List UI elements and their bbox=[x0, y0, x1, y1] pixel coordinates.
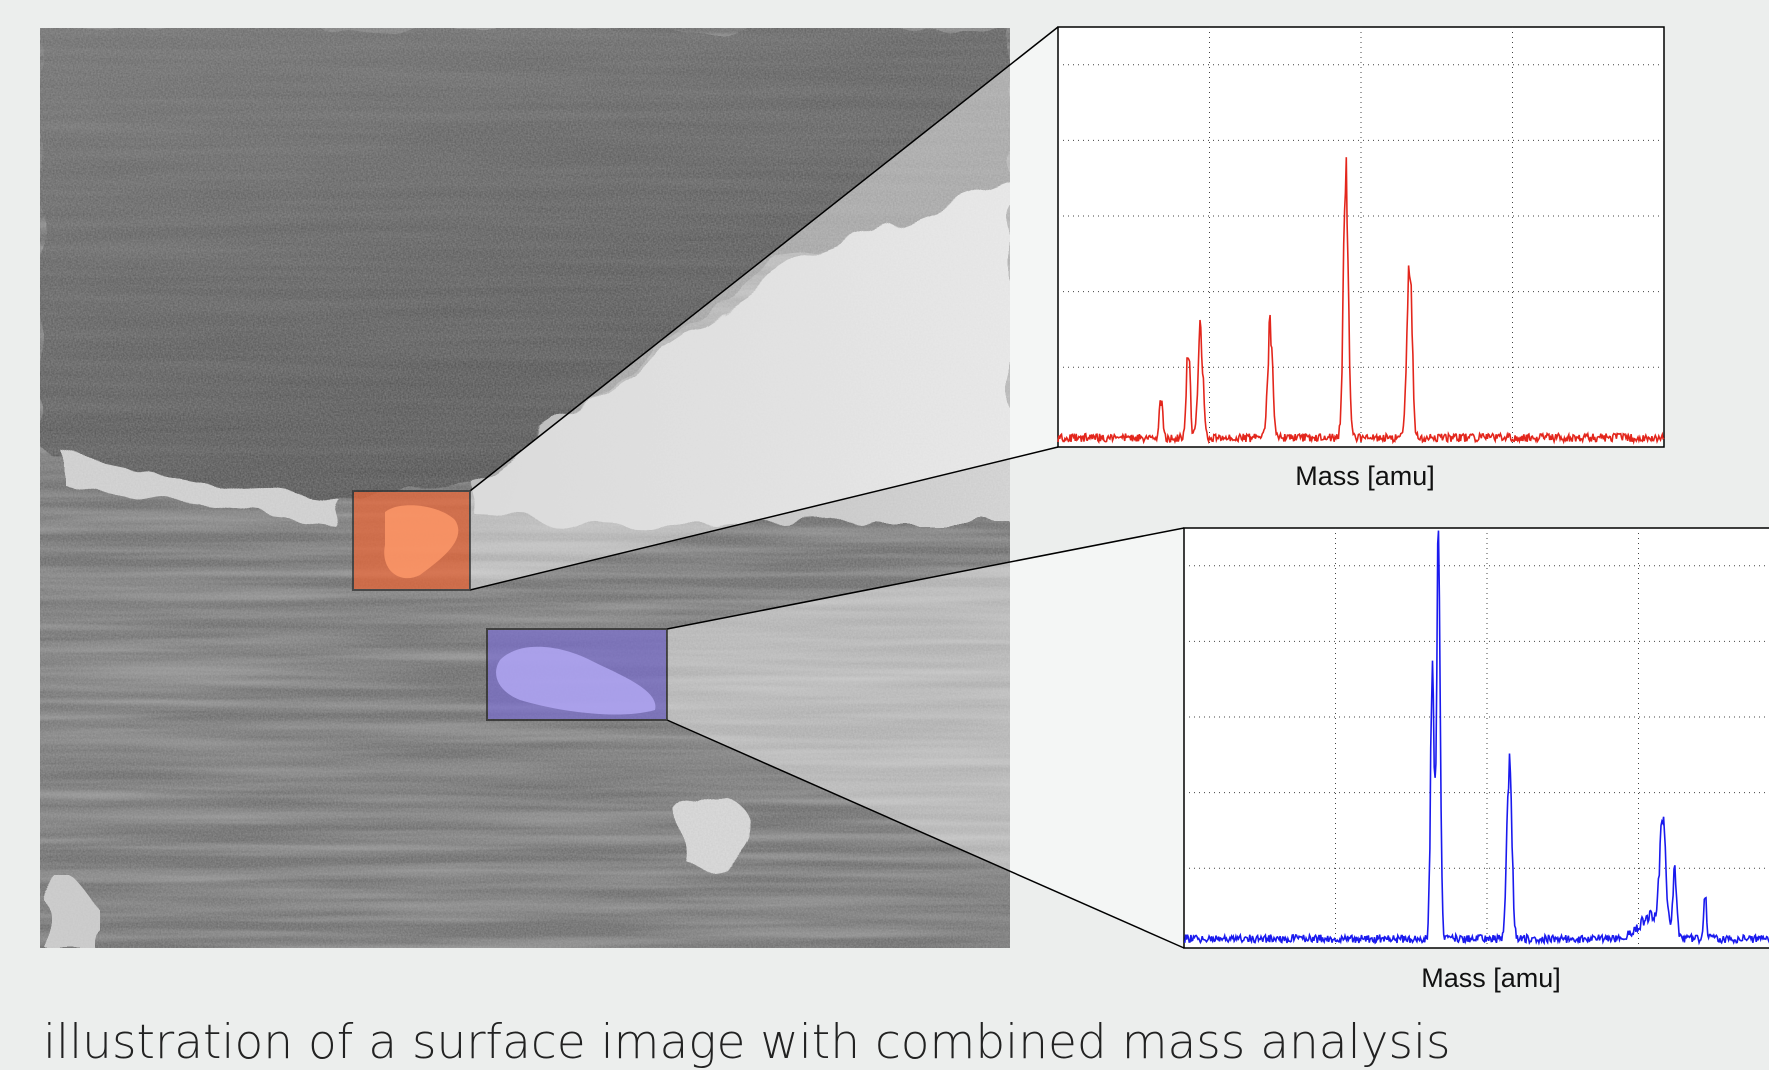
plot-area bbox=[1184, 528, 1769, 948]
x-axis-label: Mass [amu] bbox=[1295, 461, 1435, 491]
page: Mass [amu] Mass [amu] illustration of a … bbox=[0, 0, 1769, 1070]
x-axis-label: Mass [amu] bbox=[1421, 963, 1561, 993]
caption: illustration of a surface image with com… bbox=[43, 1015, 1451, 1070]
slide: Mass [amu] Mass [amu] illustration of a … bbox=[0, 0, 1769, 1070]
